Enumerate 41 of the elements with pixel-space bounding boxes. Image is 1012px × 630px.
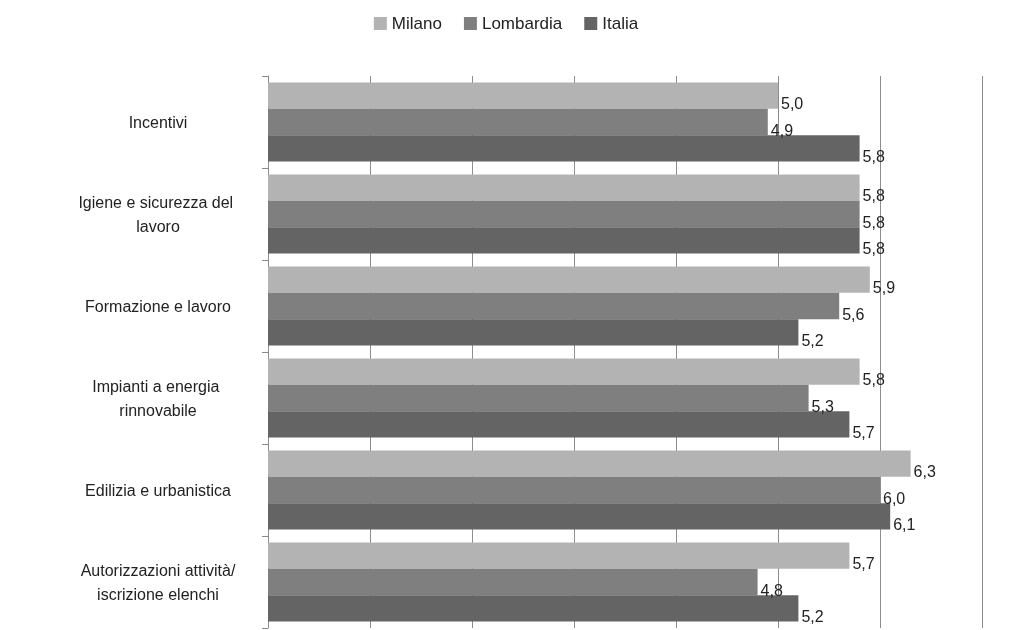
data-label: 6,3 [913,463,936,481]
bar [268,82,778,109]
data-label: 5,0 [781,95,804,113]
data-label: 5,8 [862,371,885,389]
legend-label: Italia [602,14,639,33]
data-label: 5,8 [862,187,885,205]
y-tick-label: Formazione e lavoro [85,297,232,315]
bar [268,450,911,477]
bar [268,292,840,320]
data-label: 5,8 [862,239,885,257]
y-tick-label: Impianti a energia rinnovabile [92,377,224,419]
y-tick-label: Incentivi [128,113,188,131]
bar [268,568,758,596]
bar [268,476,880,504]
data-label: 6,1 [893,515,916,533]
y-tick-label: Autorizzazioni attività/iscrizione elenchi [80,561,236,603]
data-label: 5,9 [872,279,896,297]
bar [268,542,850,569]
data-label: 5,8 [862,213,885,231]
data-label: 5,8 [862,147,885,165]
data-label: 5,3 [811,397,834,415]
data-label: 5,2 [801,331,824,349]
bar [268,174,860,201]
data-label: 4,8 [760,581,783,599]
legend-label: Milano [391,14,442,33]
bar [268,358,860,385]
bar [268,319,799,346]
y-tick-label: Igiene e sicurezza del lavoro [78,193,238,235]
data-label: 5,2 [801,607,824,625]
bar [268,266,870,293]
data-label: 5,7 [852,423,875,441]
bar [268,384,809,412]
data-label: 6,0 [883,489,906,507]
legend-label: Lombardia [481,14,563,33]
bar [268,227,860,254]
data-label: 5,6 [842,305,865,323]
bar [268,200,860,228]
y-tick-label: Edilizia e urbanistica [85,481,232,499]
data-label: 5,7 [852,555,875,573]
bar [268,108,768,136]
data-label: 4,9 [770,121,794,139]
